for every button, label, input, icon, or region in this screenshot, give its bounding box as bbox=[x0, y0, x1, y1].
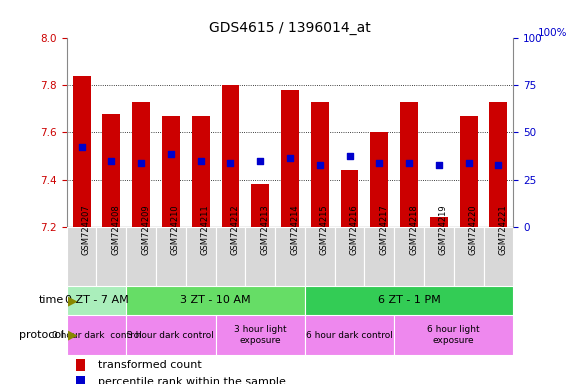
Bar bbox=[67, 286, 126, 315]
Bar bbox=[394, 227, 424, 286]
Bar bbox=[281, 90, 299, 227]
Point bbox=[77, 144, 86, 150]
Bar bbox=[424, 227, 454, 286]
Bar bbox=[67, 227, 96, 286]
Title: GDS4615 / 1396014_at: GDS4615 / 1396014_at bbox=[209, 21, 371, 35]
Bar bbox=[400, 102, 418, 227]
Point bbox=[404, 160, 414, 166]
Bar bbox=[75, 359, 85, 371]
Text: GSM724214: GSM724214 bbox=[290, 204, 299, 255]
Bar bbox=[305, 286, 513, 315]
Point bbox=[494, 162, 503, 169]
Bar bbox=[251, 184, 269, 227]
Text: 3 hour dark control: 3 hour dark control bbox=[128, 331, 215, 339]
Bar bbox=[454, 227, 484, 286]
Bar bbox=[484, 227, 513, 286]
Bar bbox=[103, 114, 120, 227]
Text: GSM724215: GSM724215 bbox=[320, 204, 329, 255]
Point bbox=[196, 157, 205, 164]
Bar bbox=[186, 227, 216, 286]
Point bbox=[107, 157, 116, 164]
Text: GSM724220: GSM724220 bbox=[469, 204, 478, 255]
Bar bbox=[275, 227, 305, 286]
Text: GSM724208: GSM724208 bbox=[111, 204, 121, 255]
Text: 100%: 100% bbox=[538, 28, 567, 38]
Text: GSM724211: GSM724211 bbox=[201, 204, 210, 255]
Bar bbox=[96, 227, 126, 286]
Bar bbox=[192, 116, 209, 227]
Text: ▶: ▶ bbox=[68, 294, 78, 307]
Point bbox=[464, 160, 473, 166]
Text: percentile rank within the sample: percentile rank within the sample bbox=[98, 377, 286, 384]
Text: GSM724218: GSM724218 bbox=[409, 204, 418, 255]
Text: 0 ZT - 7 AM: 0 ZT - 7 AM bbox=[64, 295, 128, 306]
Bar bbox=[126, 286, 305, 315]
Bar bbox=[216, 227, 245, 286]
Point bbox=[285, 155, 295, 161]
Text: GSM724213: GSM724213 bbox=[260, 204, 269, 255]
Text: 3 hour light
exposure: 3 hour light exposure bbox=[234, 325, 287, 345]
Bar bbox=[371, 132, 388, 227]
Text: time: time bbox=[38, 295, 64, 306]
Bar bbox=[305, 315, 394, 355]
Point bbox=[226, 160, 235, 166]
Bar bbox=[216, 315, 305, 355]
Point bbox=[256, 157, 265, 164]
Bar bbox=[126, 315, 216, 355]
Bar bbox=[364, 227, 394, 286]
Point bbox=[375, 160, 384, 166]
Text: transformed count: transformed count bbox=[98, 360, 202, 370]
Bar bbox=[460, 116, 477, 227]
Bar bbox=[305, 227, 335, 286]
Text: 0 hour dark  control: 0 hour dark control bbox=[52, 331, 142, 339]
Text: GSM724212: GSM724212 bbox=[230, 204, 240, 255]
Point bbox=[434, 162, 444, 169]
Text: GSM724221: GSM724221 bbox=[498, 204, 508, 255]
Bar bbox=[430, 217, 448, 227]
Text: protocol: protocol bbox=[19, 330, 64, 340]
Bar bbox=[132, 102, 150, 227]
Text: 3 ZT - 10 AM: 3 ZT - 10 AM bbox=[180, 295, 251, 306]
Text: GSM724216: GSM724216 bbox=[350, 204, 358, 255]
Bar bbox=[75, 376, 85, 384]
Point bbox=[136, 160, 146, 166]
Text: GSM724210: GSM724210 bbox=[171, 204, 180, 255]
Point bbox=[345, 153, 354, 159]
Point bbox=[315, 162, 324, 169]
Bar bbox=[335, 227, 364, 286]
Text: 6 ZT - 1 PM: 6 ZT - 1 PM bbox=[378, 295, 440, 306]
Bar bbox=[340, 170, 358, 227]
Text: 6 hour dark control: 6 hour dark control bbox=[306, 331, 393, 339]
Text: ▶: ▶ bbox=[68, 329, 78, 341]
Text: 6 hour light
exposure: 6 hour light exposure bbox=[427, 325, 480, 345]
Bar bbox=[72, 76, 90, 227]
Bar bbox=[126, 227, 156, 286]
Bar bbox=[156, 227, 186, 286]
Bar bbox=[162, 116, 180, 227]
Text: GSM724207: GSM724207 bbox=[82, 204, 90, 255]
Text: GSM724217: GSM724217 bbox=[379, 204, 389, 255]
Bar bbox=[222, 86, 240, 227]
Bar bbox=[67, 315, 126, 355]
Point bbox=[166, 151, 176, 157]
Bar bbox=[245, 227, 275, 286]
Bar bbox=[490, 102, 508, 227]
Text: GSM724209: GSM724209 bbox=[141, 204, 150, 255]
Bar bbox=[394, 315, 513, 355]
Text: GSM724219: GSM724219 bbox=[439, 204, 448, 255]
Bar bbox=[311, 102, 329, 227]
